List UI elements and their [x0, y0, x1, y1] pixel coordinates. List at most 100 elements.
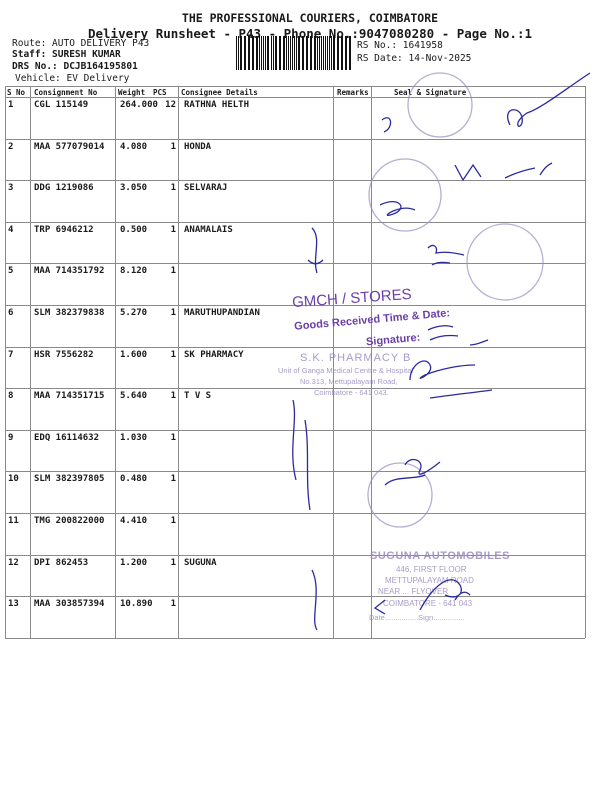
round-stamp-1 — [407, 72, 473, 138]
weight: 5.640 — [120, 391, 148, 402]
serial-number: 13 — [8, 599, 19, 610]
barcode-bar — [252, 36, 254, 70]
barcode-bar — [345, 36, 347, 70]
suguna-stamp-line3: METTUPALAYAM ROAD — [385, 576, 474, 585]
route: Route: AUTO DELIVERY P43 — [12, 38, 150, 49]
serial-number: 3 — [8, 183, 14, 194]
drs-number: DRS No.: DCJB164195801 — [12, 61, 138, 72]
barcode-bar — [340, 36, 342, 70]
serial-number: 12 — [8, 557, 19, 568]
col-seal-signature: Seal & Signature — [394, 88, 467, 97]
serial-number: 11 — [8, 516, 19, 526]
barcode — [236, 36, 352, 70]
consignment-number: MAA 303857394 — [34, 599, 105, 610]
sk-stamp-line2: Unit of Ganga Medical Centre & Hospital — [278, 366, 414, 375]
pieces: 1 — [170, 391, 176, 402]
consignment-number: EDQ 16114632 — [34, 432, 100, 443]
gmch-stamp-line2: Goods Received Time & Date: — [293, 307, 451, 333]
table-column-divider — [115, 86, 116, 638]
barcode-bar — [241, 36, 242, 70]
round-stamp-4 — [367, 462, 433, 528]
vehicle: Vehicle: EV Delivery — [15, 73, 130, 84]
barcode-bar — [299, 36, 301, 70]
sk-stamp-line1: S.K. PHARMACY B — [300, 352, 412, 364]
weight: 3.050 — [120, 183, 148, 194]
sk-stamp-line3: No.313, Mettupalayam Road, — [300, 377, 398, 386]
pieces: 1 — [170, 266, 176, 277]
col-sno: S No — [7, 88, 26, 97]
serial-number: 9 — [8, 432, 14, 443]
table-row-divider — [5, 86, 585, 87]
barcode-bar — [294, 36, 295, 70]
pieces: 1 — [170, 308, 176, 318]
barcode-bar — [247, 36, 249, 70]
consignee-details: SK PHARMACY — [184, 349, 244, 360]
table-row-divider — [5, 263, 585, 265]
col-remarks: Remarks — [337, 88, 369, 97]
rs-date: RS Date: 14-Nov-2025 — [357, 53, 472, 64]
table-row-divider — [5, 513, 585, 514]
barcode-bar — [276, 36, 277, 70]
consignment-number: SLM 382397805 — [34, 474, 105, 485]
consignment-number: MAA 577079014 — [34, 141, 105, 152]
serial-number: 10 — [8, 474, 19, 485]
company-title: THE PROFESSIONAL COURIERS, COIMBATORE — [181, 11, 439, 25]
barcode-bar — [311, 36, 312, 70]
consignment-number: DDG 1219086 — [34, 183, 94, 194]
table-row-divider — [5, 637, 585, 639]
consignment-number: CGL 115149 — [34, 100, 89, 110]
table-row-divider — [5, 596, 585, 598]
rs-number: RS No.: 1641958 — [357, 40, 443, 51]
table-row-divider — [5, 97, 585, 98]
serial-number: 8 — [8, 391, 14, 402]
serial-number: 7 — [8, 349, 14, 360]
barcode-bar — [282, 36, 284, 70]
barcode-bar — [264, 36, 266, 70]
sk-stamp-line4: Coimbatore - 641 043. — [314, 388, 389, 397]
barcode-bar — [287, 36, 289, 70]
consignment-number: TRP 6946212 — [34, 224, 94, 235]
serial-number: 2 — [8, 141, 14, 152]
table-row-divider — [5, 554, 585, 556]
consignment-number: SLM 382379838 — [34, 308, 105, 318]
weight: 4.410 — [120, 516, 148, 526]
table-column-divider — [30, 86, 31, 638]
staff: Staff: SURESH KUMAR — [12, 49, 121, 60]
table-row-divider — [5, 388, 585, 390]
col-pcs: PCS — [153, 88, 167, 97]
weight: 1.200 — [120, 557, 148, 568]
weight: 1.030 — [120, 432, 148, 443]
pieces: 1 — [170, 516, 176, 526]
pieces: 1 — [170, 349, 176, 360]
serial-number: 5 — [8, 266, 14, 277]
weight: 4.080 — [120, 141, 148, 152]
col-consignee: Consignee Details — [181, 88, 258, 97]
barcode-bar — [329, 36, 330, 70]
consignee-details: ANAMALAIS — [184, 224, 233, 235]
pieces: 1 — [170, 432, 176, 443]
table-column-divider — [371, 86, 372, 638]
suguna-stamp-line2: 446, FIRST FLOOR — [396, 565, 467, 574]
pieces: 1 — [170, 224, 176, 235]
consignee-details: MARUTHUPANDIAN — [184, 308, 260, 318]
consignee-details: RATHNA HELTH — [184, 100, 250, 110]
weight: 264.000 — [120, 100, 158, 110]
table-row-divider — [5, 305, 585, 306]
pieces: 1 — [170, 183, 176, 194]
serial-number: 4 — [8, 224, 14, 235]
suguna-stamp-line4: NEAR ... FLYOVER — [378, 587, 449, 596]
consignment-number: DPI 862453 — [34, 557, 89, 568]
round-stamp-3 — [466, 223, 544, 301]
consignment-number: MAA 714351792 — [34, 266, 105, 277]
consignee-details: SELVARAJ — [184, 183, 228, 194]
consignment-number: HSR 7556282 — [34, 349, 94, 360]
table-column-divider — [178, 86, 179, 638]
weight: 8.120 — [120, 266, 148, 277]
pieces: 1 — [170, 141, 176, 152]
table-row-divider — [5, 471, 585, 473]
table-row-divider — [5, 429, 585, 431]
table-column-divider — [585, 86, 586, 638]
suguna-stamp-line1: SUGUNA AUTOMOBILES — [370, 550, 510, 562]
table-row-divider — [5, 138, 585, 140]
col-weight: Weight — [118, 88, 146, 97]
